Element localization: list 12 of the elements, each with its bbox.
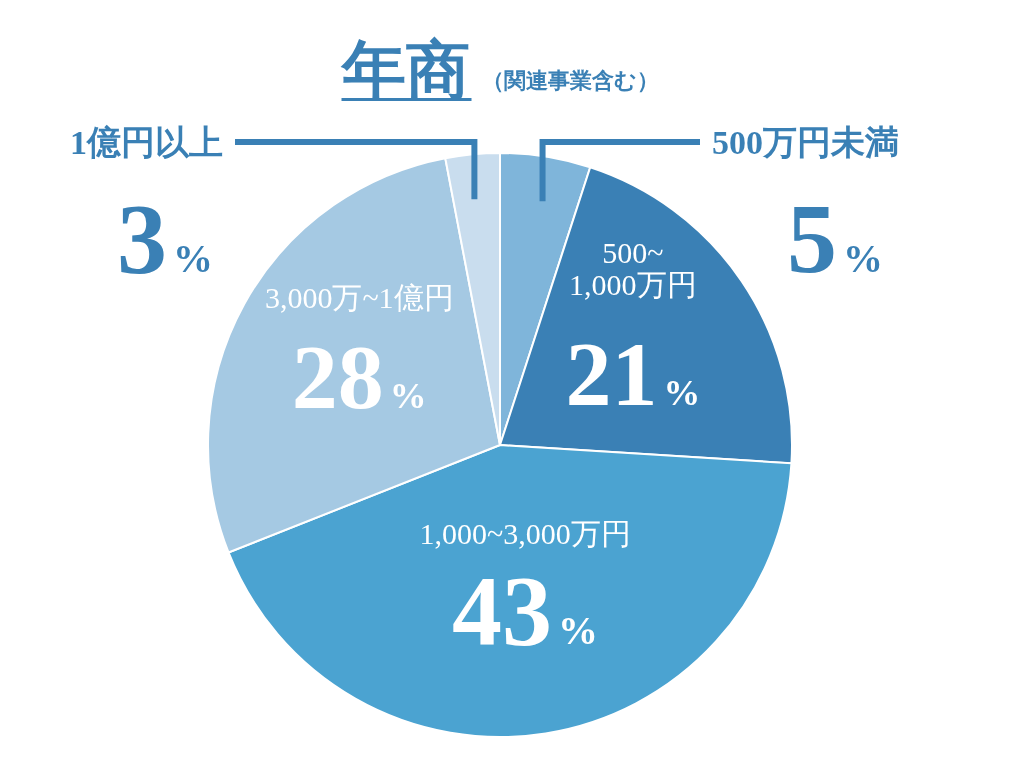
slice-label: 500~1,000万円 [569, 235, 697, 301]
data-label: 28% [291, 325, 427, 428]
data-label: 21% [565, 322, 701, 425]
data-label: 3% [117, 183, 213, 294]
slice-label: 3,000万~1億円 [264, 280, 454, 314]
data-label: 43% [452, 554, 599, 666]
slice-label: 1,000~3,000万円 [419, 516, 631, 550]
chart-title: 年商 [339, 35, 470, 106]
slice-label: 500万円未満 [712, 124, 899, 161]
data-label: 5% [787, 183, 883, 294]
slice-label: 1億円以上 [70, 124, 223, 161]
chart-subtitle: （関連事業含む） [481, 68, 659, 93]
